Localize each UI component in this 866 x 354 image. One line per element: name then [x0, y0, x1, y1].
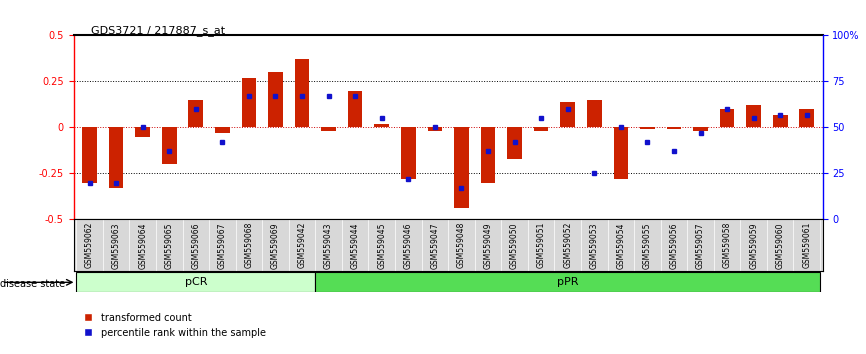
Text: GSM559068: GSM559068 — [244, 222, 254, 268]
Text: GSM559055: GSM559055 — [643, 222, 652, 269]
Text: pCR: pCR — [184, 277, 207, 287]
Bar — [746, 105, 761, 127]
Bar — [401, 127, 416, 179]
Text: GSM559045: GSM559045 — [378, 222, 386, 269]
Text: GSM559064: GSM559064 — [139, 222, 147, 269]
Text: disease state: disease state — [0, 279, 65, 289]
Bar — [481, 127, 495, 183]
Text: GSM559058: GSM559058 — [722, 222, 732, 268]
Bar — [507, 127, 522, 159]
Text: GSM559063: GSM559063 — [112, 222, 120, 269]
Text: GSM559057: GSM559057 — [696, 222, 705, 269]
Bar — [613, 127, 628, 179]
Bar — [348, 91, 363, 127]
Bar — [189, 100, 204, 127]
Text: GSM559060: GSM559060 — [776, 222, 785, 269]
Bar — [109, 127, 124, 188]
Bar — [799, 109, 814, 127]
Text: GSM559050: GSM559050 — [510, 222, 519, 269]
Bar — [135, 127, 150, 137]
Bar — [268, 72, 283, 127]
Bar — [428, 127, 443, 131]
Text: GSM559044: GSM559044 — [351, 222, 359, 269]
Text: GSM559042: GSM559042 — [298, 222, 307, 268]
Text: GSM559049: GSM559049 — [483, 222, 493, 269]
Legend: transformed count, percentile rank within the sample: transformed count, percentile rank withi… — [79, 313, 266, 338]
Text: GSM559065: GSM559065 — [165, 222, 174, 269]
Bar — [772, 115, 787, 127]
Bar — [587, 100, 602, 127]
Bar — [667, 127, 682, 129]
Bar — [533, 127, 548, 131]
Text: GSM559062: GSM559062 — [85, 222, 94, 268]
Text: GSM559056: GSM559056 — [669, 222, 678, 269]
Bar — [454, 127, 469, 209]
Bar — [720, 109, 734, 127]
Text: GSM559053: GSM559053 — [590, 222, 598, 269]
Bar — [215, 127, 229, 133]
Bar — [374, 124, 389, 127]
Bar — [560, 102, 575, 127]
Bar — [76, 272, 315, 292]
Text: GSM559052: GSM559052 — [563, 222, 572, 268]
Bar — [693, 127, 708, 131]
Text: GSM559066: GSM559066 — [191, 222, 200, 269]
Bar — [162, 127, 177, 164]
Bar — [315, 272, 820, 292]
Bar — [640, 127, 655, 129]
Text: GSM559048: GSM559048 — [457, 222, 466, 268]
Bar — [321, 127, 336, 131]
Bar — [82, 127, 97, 183]
Bar — [242, 78, 256, 127]
Text: GSM559061: GSM559061 — [802, 222, 811, 268]
Text: GSM559051: GSM559051 — [537, 222, 546, 268]
Text: GSM559054: GSM559054 — [617, 222, 625, 269]
Text: GSM559046: GSM559046 — [404, 222, 413, 269]
Text: GSM559069: GSM559069 — [271, 222, 280, 269]
Text: GSM559067: GSM559067 — [218, 222, 227, 269]
Text: GDS3721 / 217887_s_at: GDS3721 / 217887_s_at — [91, 25, 225, 36]
Text: GSM559059: GSM559059 — [749, 222, 758, 269]
Text: GSM559047: GSM559047 — [430, 222, 439, 269]
Text: pPR: pPR — [557, 277, 578, 287]
Bar — [294, 59, 309, 127]
Text: GSM559043: GSM559043 — [324, 222, 333, 269]
